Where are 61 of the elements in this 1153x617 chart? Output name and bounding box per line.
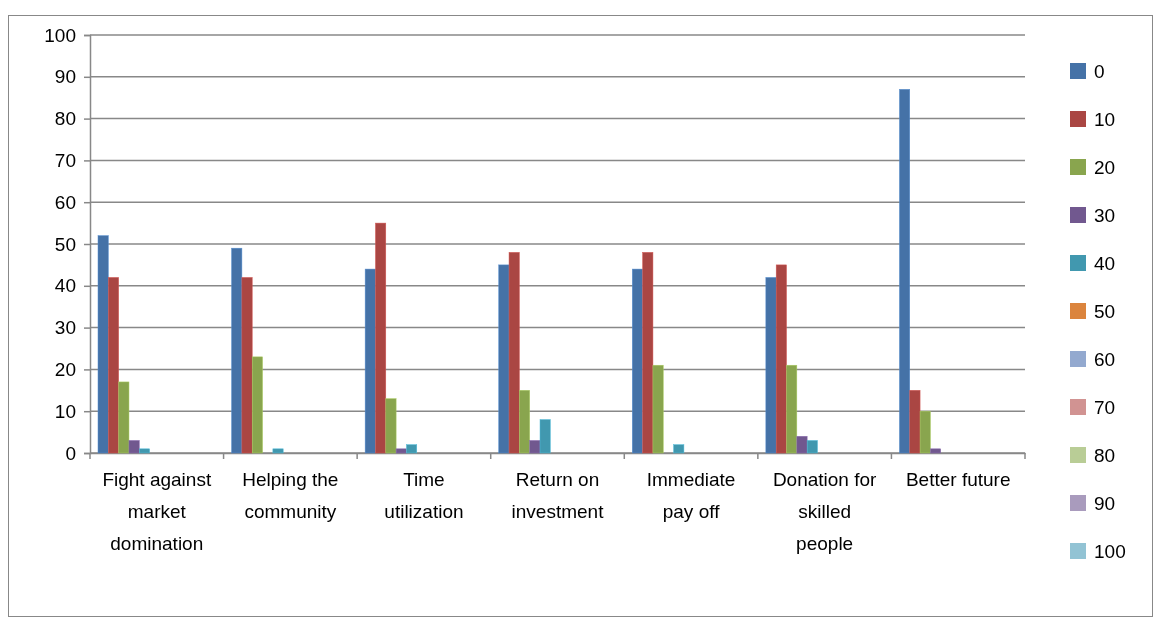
bar <box>272 448 284 454</box>
legend-label: 60 <box>1094 349 1116 370</box>
y-tick-label: 90 <box>54 66 76 88</box>
bar <box>899 89 910 454</box>
bar <box>375 222 387 454</box>
bar <box>251 356 263 454</box>
legend-label: 50 <box>1094 301 1116 322</box>
y-tick-label: 10 <box>54 400 76 422</box>
legend-label: 80 <box>1094 445 1116 466</box>
bar <box>508 252 520 454</box>
bar <box>364 268 376 454</box>
bar <box>775 264 787 454</box>
x-tick-label: Fight against market domination <box>102 469 212 554</box>
bar <box>642 252 654 454</box>
x-tick-label: Time utilization <box>384 469 464 522</box>
legend-label: 100 <box>1094 541 1126 562</box>
bar <box>529 440 541 454</box>
bar <box>519 390 530 454</box>
bar <box>231 247 243 454</box>
bar <box>97 235 109 454</box>
bar <box>806 440 818 454</box>
y-tick-label: 50 <box>54 233 76 255</box>
y-tick-label: 30 <box>54 317 76 339</box>
bar <box>909 390 921 454</box>
y-tick-label: 40 <box>54 275 76 297</box>
bar <box>919 410 931 454</box>
bar <box>385 398 397 454</box>
bar <box>108 277 119 454</box>
y-tick-label: 60 <box>54 191 76 213</box>
x-tick-label: Better future <box>905 469 1011 490</box>
legend-label: 70 <box>1094 397 1116 418</box>
bar <box>652 364 664 454</box>
bar <box>539 419 551 454</box>
bar <box>632 268 643 454</box>
legend-label: 40 <box>1094 253 1116 274</box>
bar <box>139 448 150 454</box>
y-tick-label: 20 <box>54 358 76 380</box>
x-tick-label: Donation for skilled people <box>772 469 878 554</box>
bar <box>796 436 808 454</box>
bar <box>498 264 510 454</box>
bar <box>930 448 941 454</box>
x-tick-label: Helping the community <box>242 469 339 522</box>
bar <box>786 364 798 454</box>
bar <box>118 381 130 454</box>
bar <box>128 440 140 454</box>
y-tick-label: 70 <box>54 149 76 171</box>
legend-label: 10 <box>1094 109 1116 130</box>
y-tick-label: 0 <box>65 442 76 464</box>
legend-label: 0 <box>1094 61 1105 82</box>
bar <box>765 277 777 454</box>
x-tick-label: Return on investment <box>511 469 605 522</box>
y-tick-label: 80 <box>54 108 76 130</box>
x-tick-label: Immediate pay off <box>646 469 736 522</box>
legend-label: 20 <box>1094 157 1116 178</box>
y-tick-label: 100 <box>44 24 76 46</box>
bar <box>406 444 418 454</box>
legend-label: 90 <box>1094 493 1116 514</box>
bar <box>673 444 685 454</box>
bar <box>241 277 253 454</box>
bar <box>395 448 407 454</box>
legend-label: 30 <box>1094 205 1116 226</box>
